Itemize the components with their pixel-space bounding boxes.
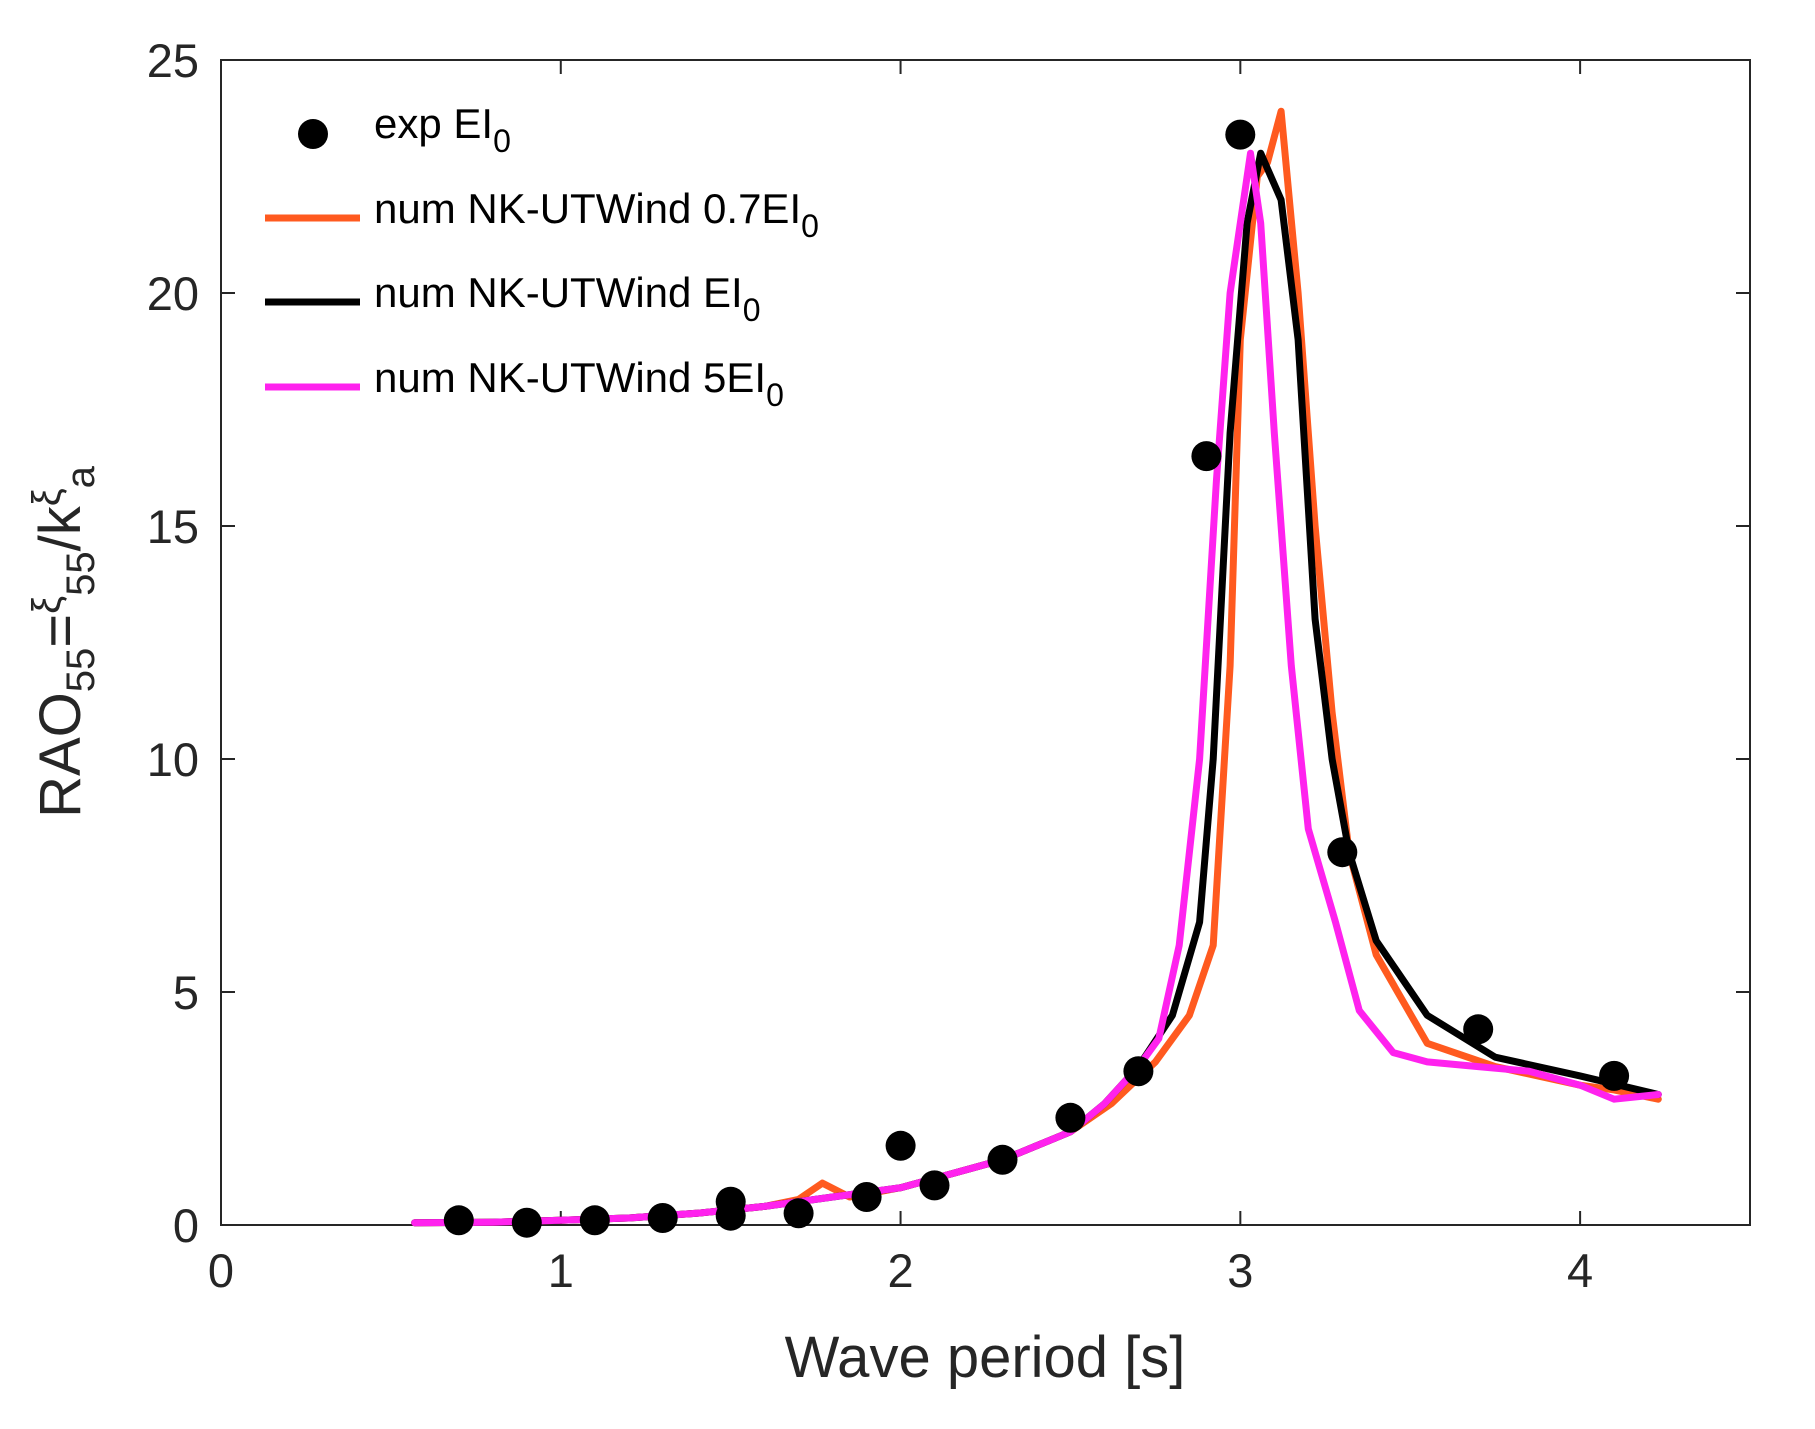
series-exp-points bbox=[443, 119, 1630, 1238]
y-tick-label: 10 bbox=[147, 733, 199, 786]
legend: exp EI0 num NK-UTWind 0.7EI0 num NK-UTWi… bbox=[265, 100, 819, 413]
y-title-slash-k: /k bbox=[28, 505, 93, 551]
x-tick-label: 3 bbox=[1227, 1244, 1253, 1297]
legend-label-ei: num NK-UTWind EI0 bbox=[374, 269, 761, 328]
exp-point bbox=[1599, 1060, 1630, 1091]
y-axis-title: RAO55=ξ55/kξa bbox=[25, 465, 103, 818]
y-title-xi2-sub: a bbox=[59, 465, 103, 488]
y-tick-label: 0 bbox=[173, 1199, 199, 1252]
y-title-xi2: ξ bbox=[25, 488, 69, 506]
exp-point bbox=[443, 1205, 474, 1236]
exp-point bbox=[579, 1205, 610, 1236]
tick-labels: 0 1 2 3 4 0 5 10 15 20 25 bbox=[147, 34, 1593, 1297]
exp-point bbox=[511, 1207, 542, 1238]
exp-point bbox=[885, 1130, 916, 1161]
exp-point bbox=[1123, 1056, 1154, 1087]
exp-point bbox=[1191, 441, 1222, 472]
x-tick-label: 0 bbox=[208, 1244, 234, 1297]
exp-point bbox=[783, 1198, 814, 1229]
exp-point bbox=[1055, 1102, 1086, 1133]
x-tick-label: 1 bbox=[548, 1244, 574, 1297]
legend-label-5ei: num NK-UTWind 5EI0 bbox=[374, 354, 784, 413]
legend-label-07ei: num NK-UTWind 0.7EI0 bbox=[374, 185, 819, 244]
x-tick-label: 2 bbox=[887, 1244, 913, 1297]
legend-marker-exp bbox=[298, 119, 328, 149]
exp-point bbox=[987, 1144, 1018, 1175]
x-tick-label: 4 bbox=[1567, 1244, 1593, 1297]
axis-ticks bbox=[220, 59, 1750, 1226]
y-tick-label: 20 bbox=[147, 267, 199, 320]
y-tick-label: 25 bbox=[147, 34, 199, 87]
y-tick-label: 5 bbox=[173, 966, 199, 1019]
y-title-xi1-sub: 55 bbox=[59, 551, 103, 596]
y-tick-label: 15 bbox=[147, 500, 199, 553]
exp-point bbox=[919, 1170, 950, 1201]
legend-label-exp: exp EI0 bbox=[374, 100, 511, 159]
y-title-eq: = bbox=[28, 614, 93, 648]
exp-point bbox=[851, 1182, 882, 1212]
series-5ei-line bbox=[411, 149, 1662, 1227]
exp-point bbox=[1225, 119, 1256, 150]
y-title-main: RAO bbox=[28, 692, 93, 818]
series-layer bbox=[411, 107, 1662, 1238]
x-axis-title: Wave period [s] bbox=[785, 1325, 1186, 1390]
y-title-main-sub: 55 bbox=[59, 648, 103, 693]
exp-point bbox=[1463, 1014, 1494, 1045]
plot-area bbox=[220, 59, 1751, 1226]
exp-point bbox=[715, 1186, 746, 1217]
exp-point bbox=[647, 1203, 678, 1233]
y-title-xi1: ξ bbox=[25, 596, 69, 614]
exp-point bbox=[1327, 837, 1358, 868]
